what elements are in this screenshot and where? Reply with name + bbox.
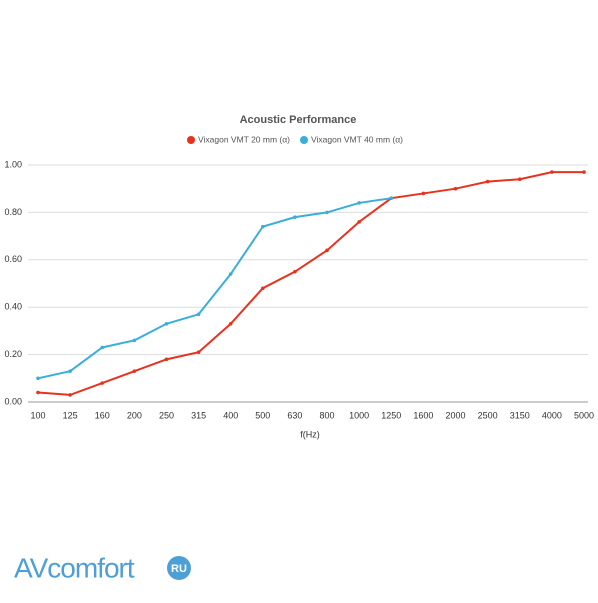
x-tick-label: 5000 bbox=[574, 410, 594, 420]
data-point bbox=[132, 369, 137, 373]
data-point bbox=[582, 170, 586, 174]
data-point bbox=[421, 191, 426, 196]
x-tick-label: 1250 bbox=[381, 410, 401, 420]
data-point bbox=[453, 186, 458, 191]
data-point bbox=[325, 248, 329, 253]
x-tick-label: 100 bbox=[30, 410, 45, 420]
x-tick-label: 500 bbox=[255, 410, 270, 420]
data-point bbox=[485, 179, 490, 184]
data-point bbox=[357, 201, 361, 205]
data-point bbox=[325, 210, 329, 215]
series-line bbox=[37, 197, 392, 380]
chart-title: Acoustic Performance bbox=[240, 114, 357, 126]
x-tick-label: 160 bbox=[95, 410, 110, 420]
x-tick-label: 2000 bbox=[446, 410, 466, 420]
x-tick-label: 4000 bbox=[542, 410, 562, 420]
data-point bbox=[36, 376, 40, 381]
x-tick-label: 250 bbox=[159, 410, 174, 420]
data-point bbox=[550, 170, 554, 174]
x-tick-label: 200 bbox=[127, 410, 142, 420]
x-tick-label: 1600 bbox=[413, 410, 433, 420]
data-point bbox=[517, 177, 522, 182]
x-axis-label: f(Hz) bbox=[300, 429, 320, 439]
legend-marker bbox=[300, 136, 308, 144]
x-tick-label: 125 bbox=[63, 410, 78, 420]
data-point bbox=[100, 381, 105, 385]
y-tick-label: 0.80 bbox=[4, 207, 22, 217]
data-point bbox=[261, 286, 265, 291]
data-point bbox=[164, 321, 169, 326]
series-line bbox=[37, 171, 584, 396]
x-tick-label: 400 bbox=[223, 410, 238, 420]
data-point bbox=[293, 269, 297, 274]
data-point bbox=[68, 369, 72, 373]
y-tick-label: 0.00 bbox=[4, 396, 22, 406]
data-point bbox=[228, 272, 233, 276]
data-point bbox=[68, 393, 72, 397]
x-tick-label: 800 bbox=[320, 410, 335, 420]
data-point bbox=[196, 312, 201, 317]
legend-marker bbox=[187, 136, 195, 144]
watermark-badge-text: RU bbox=[171, 563, 187, 575]
x-tick-label: 1000 bbox=[349, 410, 369, 420]
x-tick-label: 315 bbox=[191, 410, 206, 420]
watermark-badge bbox=[167, 556, 191, 580]
data-point bbox=[293, 215, 297, 219]
legend-label: Vixagon VMT 40 mm (α) bbox=[311, 134, 403, 144]
y-tick-label: 0.60 bbox=[4, 254, 22, 264]
y-tick-label: 0.20 bbox=[4, 349, 22, 359]
y-tick-label: 1.00 bbox=[4, 159, 22, 169]
x-tick-label: 3150 bbox=[510, 410, 530, 420]
x-tick-label: 630 bbox=[287, 410, 302, 420]
data-point bbox=[132, 338, 137, 343]
data-point bbox=[389, 196, 394, 200]
legend-label: Vixagon VMT 20 mm (α) bbox=[198, 134, 290, 144]
data-point bbox=[357, 220, 361, 224]
data-point bbox=[196, 350, 201, 355]
x-tick-label: 2500 bbox=[478, 410, 498, 420]
data-point bbox=[228, 321, 233, 326]
data-point bbox=[100, 345, 105, 350]
data-point bbox=[164, 357, 169, 362]
data-point bbox=[261, 224, 265, 229]
y-tick-label: 0.40 bbox=[4, 302, 22, 312]
data-point bbox=[36, 390, 40, 395]
watermark: AVcomfort bbox=[14, 552, 135, 583]
